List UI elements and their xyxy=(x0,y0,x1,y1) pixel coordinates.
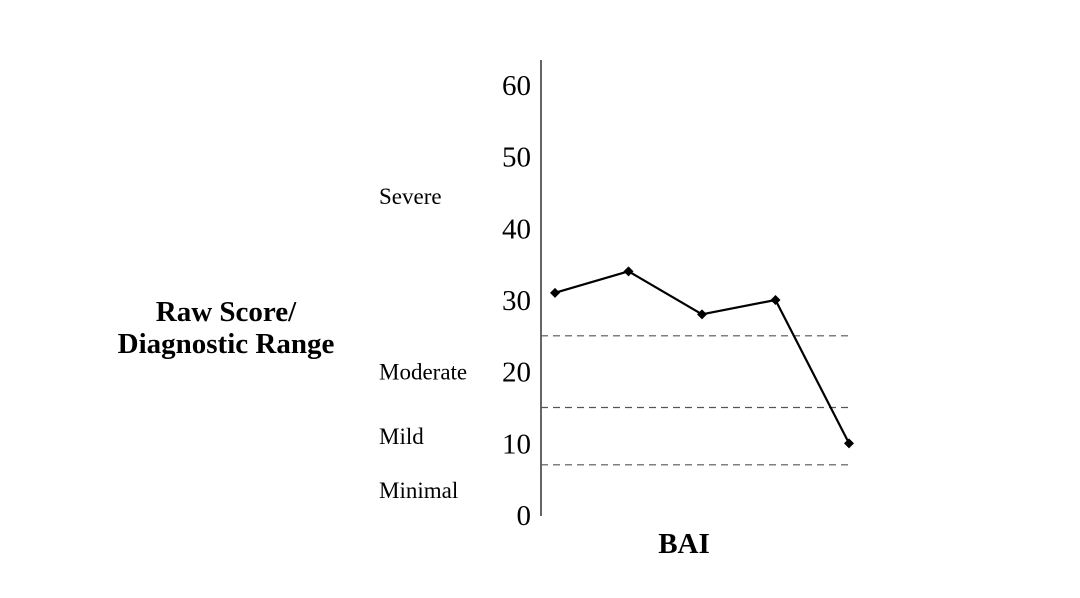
y-tick-label: 60 xyxy=(502,70,531,102)
data-point xyxy=(844,438,854,449)
x-axis-title: BAI xyxy=(658,528,710,560)
y-tick-labels: 0 10 20 30 40 50 60 xyxy=(502,70,531,532)
series-points xyxy=(550,266,854,449)
range-cutoff-lines xyxy=(541,335,850,466)
y-tick-label: 10 xyxy=(502,428,531,460)
y-tick-label: 0 xyxy=(517,500,532,532)
y-axis-title-line-2: Diagnostic Range xyxy=(117,328,335,360)
range-label: Severe xyxy=(379,184,442,209)
y-tick-label: 40 xyxy=(502,213,531,245)
range-label: Moderate xyxy=(379,360,467,385)
data-point xyxy=(697,309,707,320)
range-labels: Severe Moderate Mild Minimal xyxy=(379,184,467,503)
y-axis-title: Raw Score/ Diagnostic Range xyxy=(96,296,356,360)
range-label: Mild xyxy=(379,424,424,449)
data-point xyxy=(550,287,560,298)
y-tick-label: 30 xyxy=(502,285,531,317)
y-axis-title-line-1: Raw Score/ xyxy=(155,296,297,328)
y-tick-label: 20 xyxy=(502,357,531,389)
y-tick-label: 50 xyxy=(502,142,531,174)
data-point xyxy=(623,266,634,277)
range-label: Minimal xyxy=(379,478,458,503)
series-line xyxy=(554,270,850,444)
data-point xyxy=(770,295,781,305)
